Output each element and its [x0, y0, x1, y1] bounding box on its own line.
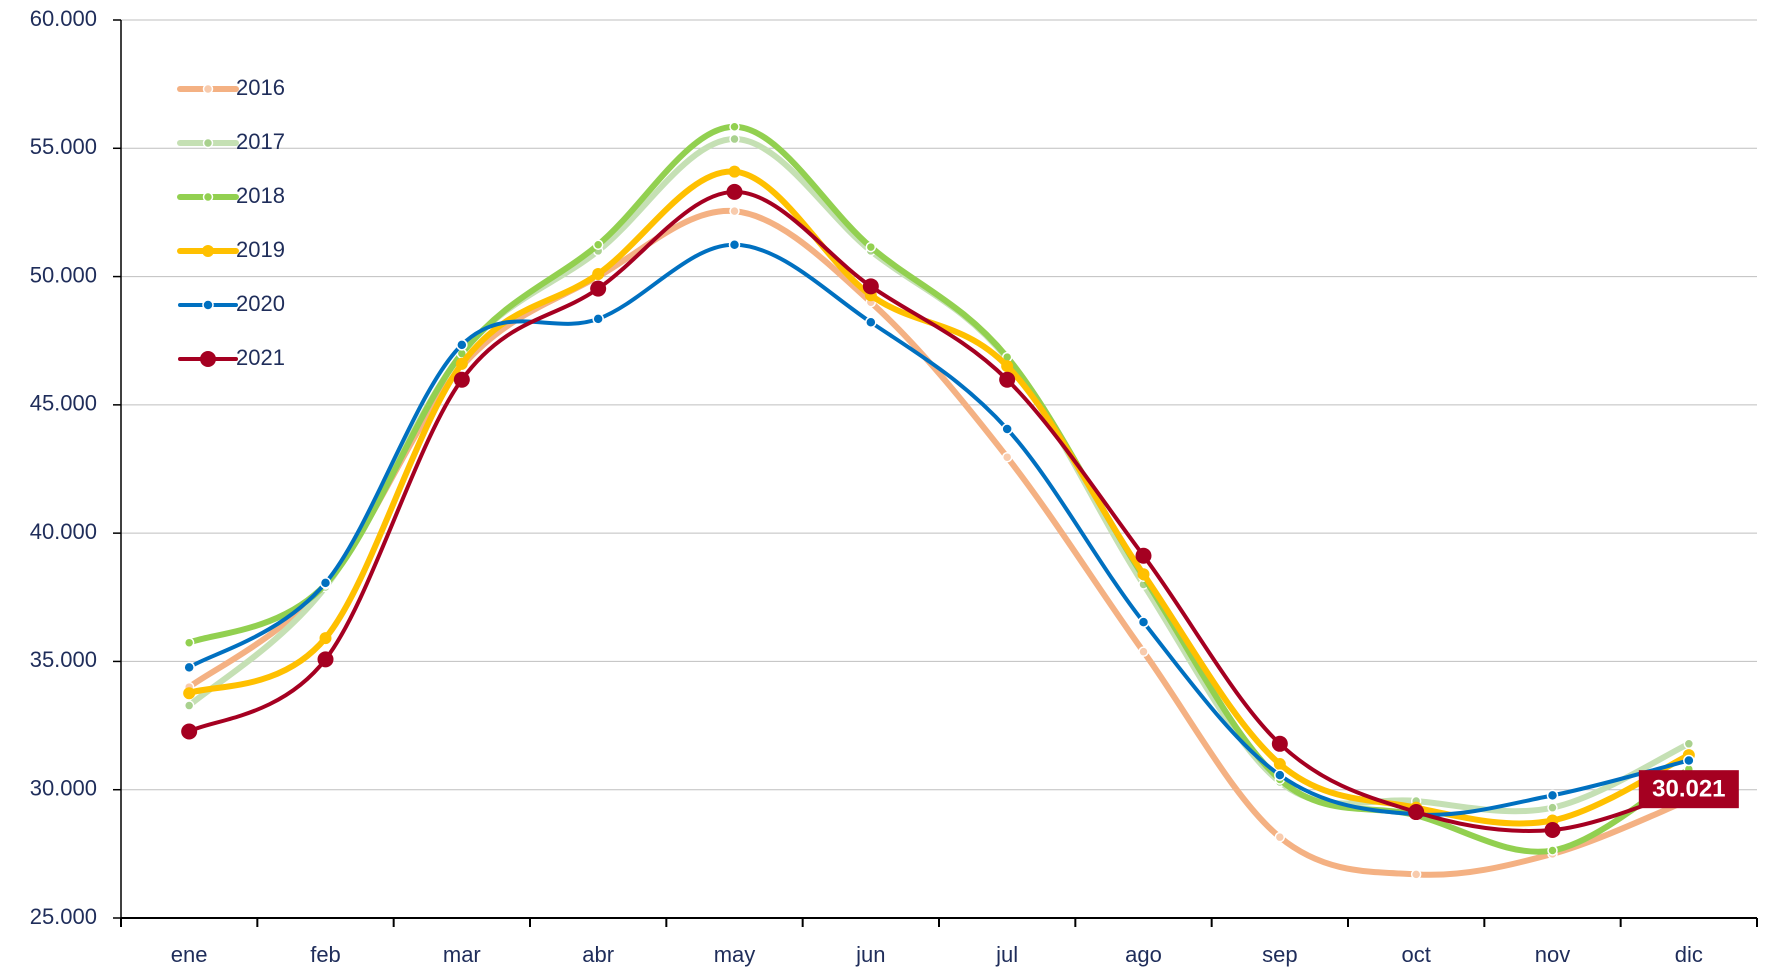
marker [1138, 646, 1149, 657]
marker [1273, 758, 1286, 771]
x-tick-label: dic [1675, 942, 1703, 967]
marker [865, 241, 877, 253]
marker [1683, 754, 1695, 767]
legend-marker [202, 245, 214, 257]
x-tick-label: oct [1401, 942, 1430, 967]
marker [728, 239, 741, 251]
marker [726, 183, 743, 200]
marker [1546, 789, 1559, 802]
marker [592, 268, 605, 281]
marker [729, 205, 740, 217]
marker [183, 687, 196, 700]
marker [729, 133, 740, 145]
value-label-box [1638, 770, 1739, 809]
marker [319, 632, 332, 645]
marker [592, 313, 604, 325]
marker [1001, 360, 1014, 373]
marker [456, 339, 468, 351]
y-tick-label: 40.000 [30, 519, 97, 544]
marker [183, 661, 195, 674]
y-tick-label: 30.000 [30, 776, 97, 801]
marker [729, 121, 740, 132]
marker [453, 371, 470, 388]
marker [1410, 869, 1422, 880]
x-tick-label: feb [310, 942, 341, 967]
legend-label: 2021 [236, 345, 285, 370]
legend-marker [202, 191, 214, 203]
y-tick-label: 35.000 [30, 647, 97, 672]
y-tick-label: 60.000 [30, 6, 97, 31]
series [183, 205, 1695, 880]
marker [1001, 451, 1013, 463]
marker [1547, 802, 1558, 813]
marker [183, 637, 195, 648]
marker [590, 280, 607, 297]
marker [592, 239, 604, 251]
marker [183, 700, 195, 711]
x-tick-label: may [714, 942, 756, 967]
legend-label: 2016 [236, 75, 285, 100]
legend-marker [202, 83, 214, 95]
y-tick-label: 50.000 [30, 262, 97, 287]
marker [1137, 616, 1150, 628]
marker [1135, 547, 1152, 564]
legend-label: 2017 [236, 129, 285, 154]
series [183, 121, 1695, 856]
line [187, 189, 1691, 833]
legend-label: 2020 [236, 291, 285, 316]
legend-label: 2019 [236, 237, 285, 262]
marker [1683, 738, 1695, 750]
x-tick-label: jun [855, 942, 885, 967]
marker [1274, 831, 1286, 843]
y-tick-label: 25.000 [30, 904, 97, 929]
marker [317, 651, 334, 668]
x-tick-label: ene [171, 942, 208, 967]
legend-marker [200, 351, 216, 367]
value-label: 30.021 [1652, 776, 1725, 803]
marker [865, 316, 877, 328]
marker [1001, 423, 1013, 435]
x-tick-label: mar [443, 942, 481, 967]
marker [181, 723, 198, 740]
line [186, 123, 1692, 855]
x-tick-label: sep [1262, 942, 1297, 967]
marker [862, 278, 879, 295]
legend-marker [202, 137, 214, 149]
legend-marker [202, 299, 214, 311]
marker [1408, 804, 1425, 821]
y-tick-label: 55.000 [30, 134, 97, 159]
marker [1547, 845, 1558, 856]
line [186, 168, 1692, 827]
series [183, 133, 1695, 815]
marker [728, 165, 741, 178]
x-tick-label: nov [1535, 942, 1570, 967]
x-tick-label: ago [1125, 942, 1162, 967]
y-tick-label: 45.000 [30, 391, 97, 416]
marker [455, 357, 468, 370]
marker [1137, 568, 1150, 581]
marker [1544, 821, 1561, 838]
marker [319, 577, 332, 589]
marker [1274, 769, 1286, 781]
x-tick-label: abr [582, 942, 614, 967]
series [183, 165, 1695, 827]
legend-label: 2018 [236, 183, 285, 208]
marker [999, 371, 1016, 388]
line [186, 207, 1692, 878]
x-tick-label: jul [995, 942, 1018, 967]
series: 30.021 [181, 183, 1739, 838]
marker [1271, 735, 1288, 752]
